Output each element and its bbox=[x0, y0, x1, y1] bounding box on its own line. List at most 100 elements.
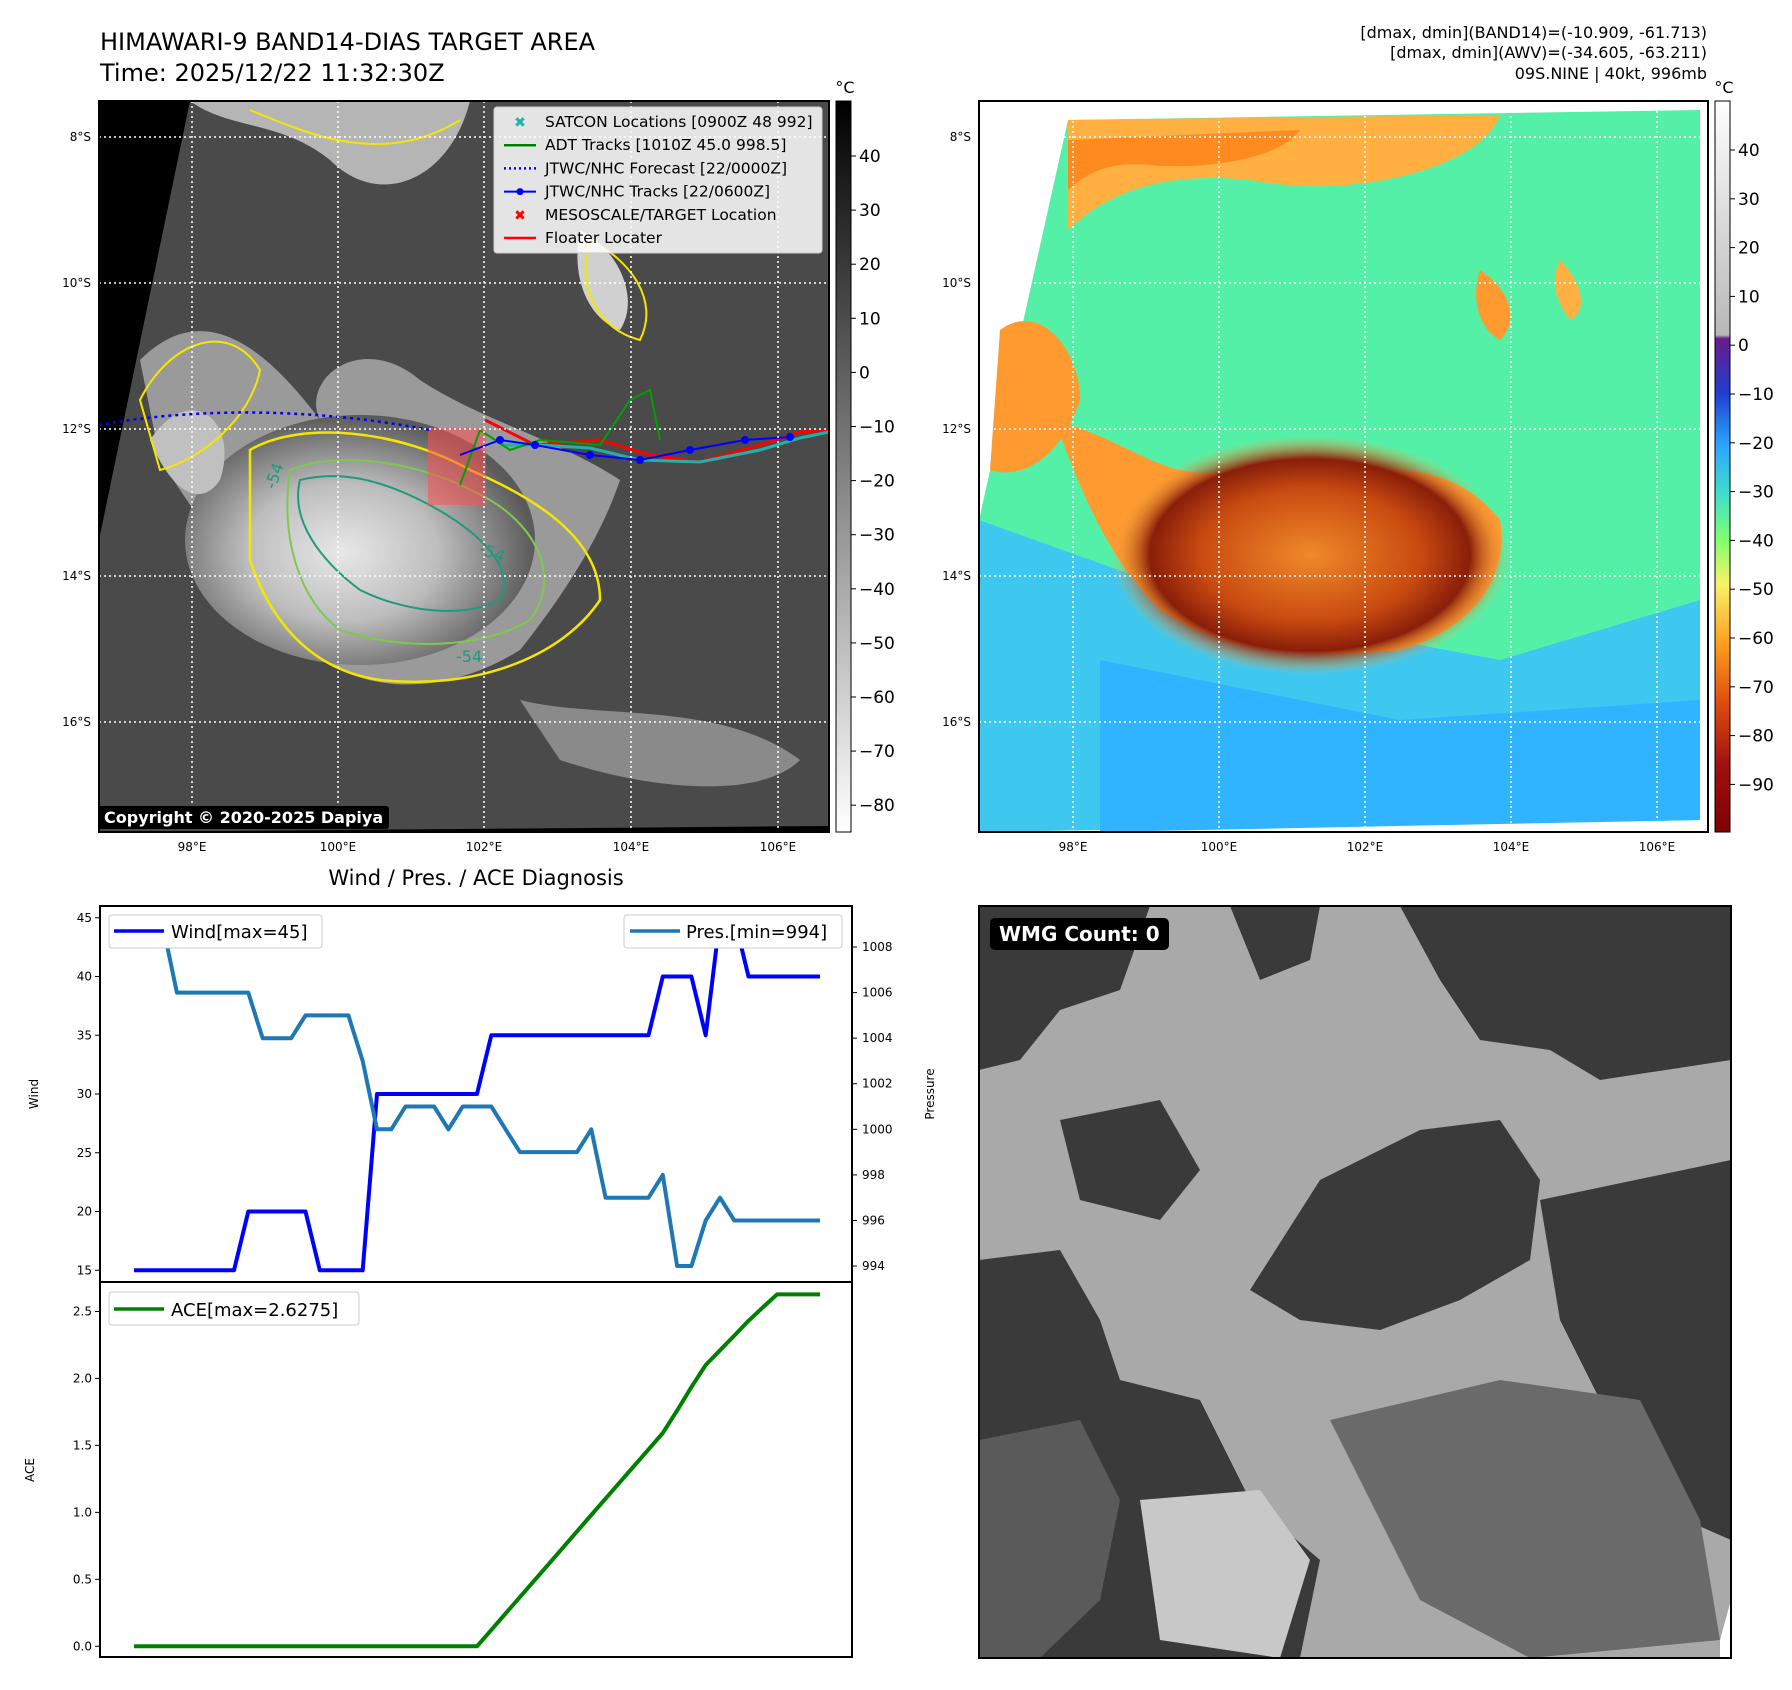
lon-tick-label: 98°E bbox=[1059, 840, 1088, 854]
colorbar-tick-label: 0 bbox=[1738, 336, 1749, 356]
legend-label: MESOSCALE/TARGET Location bbox=[545, 206, 777, 224]
wind-legend: Wind[max=45] bbox=[108, 914, 323, 949]
info-line2: [dmax, dmin](AWV)=(-34.605, -63.211) bbox=[1390, 43, 1707, 62]
colorbar-tick-label: 30 bbox=[859, 201, 881, 221]
axis-tick-label: 30 bbox=[77, 1087, 92, 1101]
colorbar-tick-label: −10 bbox=[859, 418, 895, 438]
series-line bbox=[134, 1292, 820, 1649]
axis-tick-label: 1004 bbox=[862, 1031, 893, 1045]
colorbar-tick-label: −90 bbox=[1738, 775, 1774, 795]
colorbar-color bbox=[1714, 100, 1731, 833]
axis-tick-label: 35 bbox=[77, 1028, 92, 1042]
lat-tick-label: 8°S bbox=[950, 130, 971, 144]
wind-legend-label: Wind[max=45] bbox=[171, 922, 308, 943]
axis-tick-label: 998 bbox=[862, 1168, 885, 1182]
colorbar-tick-label: −20 bbox=[859, 472, 895, 492]
lat-tick-label: 12°S bbox=[62, 422, 91, 436]
colorbar-tick-label: −60 bbox=[1738, 629, 1774, 649]
lat-tick-label: 16°S bbox=[942, 715, 971, 729]
title-line2: Time: 2025/12/22 11:32:30Z bbox=[99, 59, 445, 87]
pressure-axis-label: Pressure bbox=[923, 1068, 937, 1119]
series-line bbox=[134, 922, 820, 1268]
map-legend: ✖ SATCON Locations [0900Z 48 992] ADT Trac… bbox=[493, 106, 823, 254]
pressure-legend: Pres.[min=994] bbox=[623, 914, 843, 949]
lat-tick-label: 14°S bbox=[62, 569, 91, 583]
colorbar-gray bbox=[835, 100, 852, 833]
ace-axis-label: ACE bbox=[23, 1458, 37, 1482]
jtwc-track bbox=[459, 436, 791, 462]
axis-tick-label: 25 bbox=[77, 1146, 92, 1160]
colorbar-tick-label: −60 bbox=[859, 688, 895, 708]
satcon-track bbox=[500, 430, 829, 464]
colorbar-tick-label: −80 bbox=[1738, 727, 1774, 747]
lon-tick-label: 100°E bbox=[1201, 840, 1238, 854]
ace-legend-label: ACE[max=2.6275] bbox=[171, 1300, 338, 1321]
colorbar-tick-label: −70 bbox=[1738, 678, 1774, 698]
colorbar-tick-label: 10 bbox=[859, 309, 881, 329]
axis-tick-label: 1006 bbox=[862, 986, 893, 1000]
colorbar-tick-label: 30 bbox=[1738, 190, 1760, 210]
axis-tick-label: 2.5 bbox=[73, 1304, 92, 1318]
axis-tick-label: 1008 bbox=[862, 940, 893, 954]
legend-label: ADT Tracks [1010Z 45.0 998.5] bbox=[545, 136, 786, 154]
colorbar-color-unit: °C bbox=[1714, 78, 1733, 97]
colorbar-tick-label: 10 bbox=[1738, 287, 1760, 307]
colorbar-tick-label: 40 bbox=[1738, 141, 1760, 161]
wmg-count-badge: WMG Count: 0 bbox=[990, 918, 1169, 950]
satcon-marker-icon: ✖ bbox=[514, 115, 526, 131]
info-line1: [dmax, dmin](BAND14)=(-10.909, -61.713) bbox=[1360, 23, 1707, 42]
colorbar-tick-label: −80 bbox=[859, 796, 895, 816]
contour-label: -54 bbox=[456, 647, 482, 666]
legend-label: JTWC/NHC Forecast [22/0000Z] bbox=[544, 159, 787, 177]
lon-tick-label: 100°E bbox=[320, 840, 357, 854]
lat-tick-label: 16°S bbox=[62, 715, 91, 729]
colorbar-tick-label: −20 bbox=[1738, 434, 1774, 454]
chart-title: Wind / Pres. / ACE Diagnosis bbox=[328, 866, 623, 890]
ace-chart bbox=[99, 1281, 853, 1658]
series-line bbox=[134, 915, 820, 1273]
pressure-legend-label: Pres.[min=994] bbox=[686, 922, 827, 943]
title-line1: HIMAWARI-9 BAND14-DIAS TARGET AREA bbox=[100, 28, 596, 56]
legend-label: SATCON Locations [0900Z 48 992] bbox=[545, 113, 813, 131]
wind-axis-label: Wind bbox=[27, 1079, 41, 1109]
lon-tick-label: 104°E bbox=[613, 840, 650, 854]
axis-tick-label: 1.0 bbox=[73, 1505, 92, 1519]
legend-label: JTWC/NHC Tracks [22/0600Z] bbox=[544, 183, 770, 201]
color-map-panel bbox=[979, 101, 1708, 832]
ace-legend: ACE[max=2.6275] bbox=[108, 1291, 360, 1326]
axis-tick-label: 15 bbox=[77, 1263, 92, 1277]
colorbar-tick-label: −30 bbox=[1738, 483, 1774, 503]
lon-tick-label: 102°E bbox=[1347, 840, 1384, 854]
legend-label: Floater Locater bbox=[545, 229, 663, 247]
copyright-badge: Copyright © 2020-2025 Dapiya bbox=[98, 806, 390, 829]
lon-tick-label: 102°E bbox=[466, 840, 503, 854]
colorbar-tick-label: 0 bbox=[859, 363, 870, 383]
axis-tick-label: 1.5 bbox=[73, 1438, 92, 1452]
axis-tick-label: 2.0 bbox=[73, 1371, 92, 1385]
axis-tick-label: 994 bbox=[862, 1259, 885, 1273]
lon-tick-label: 98°E bbox=[178, 840, 207, 854]
axis-tick-label: 40 bbox=[77, 970, 92, 984]
wmg-panel bbox=[978, 905, 1732, 1659]
colorbar-tick-label: 20 bbox=[1738, 239, 1760, 259]
colorbar-tick-label: 20 bbox=[859, 255, 881, 275]
lat-tick-label: 8°S bbox=[70, 130, 91, 144]
lon-tick-label: 104°E bbox=[1493, 840, 1530, 854]
colorbar-tick-label: −70 bbox=[859, 742, 895, 762]
adt-track bbox=[459, 388, 661, 486]
axis-tick-label: 1002 bbox=[862, 1077, 893, 1091]
axis-tick-label: 45 bbox=[77, 911, 92, 925]
colorbar-tick-label: −10 bbox=[1738, 385, 1774, 405]
axis-tick-label: 0.0 bbox=[73, 1639, 92, 1653]
colorbar-gray-unit: °C bbox=[835, 78, 854, 97]
colorbar-tick-label: −40 bbox=[859, 580, 895, 600]
axis-tick-label: 0.5 bbox=[73, 1572, 92, 1586]
lon-tick-label: 106°E bbox=[1639, 840, 1676, 854]
axis-tick-label: 20 bbox=[77, 1205, 92, 1219]
lat-tick-label: 14°S bbox=[942, 569, 971, 583]
colorbar-tick-label: −30 bbox=[859, 526, 895, 546]
lon-tick-label: 106°E bbox=[760, 840, 797, 854]
colorbar-tick-label: −50 bbox=[1738, 580, 1774, 600]
axis-tick-label: 1000 bbox=[862, 1122, 893, 1136]
